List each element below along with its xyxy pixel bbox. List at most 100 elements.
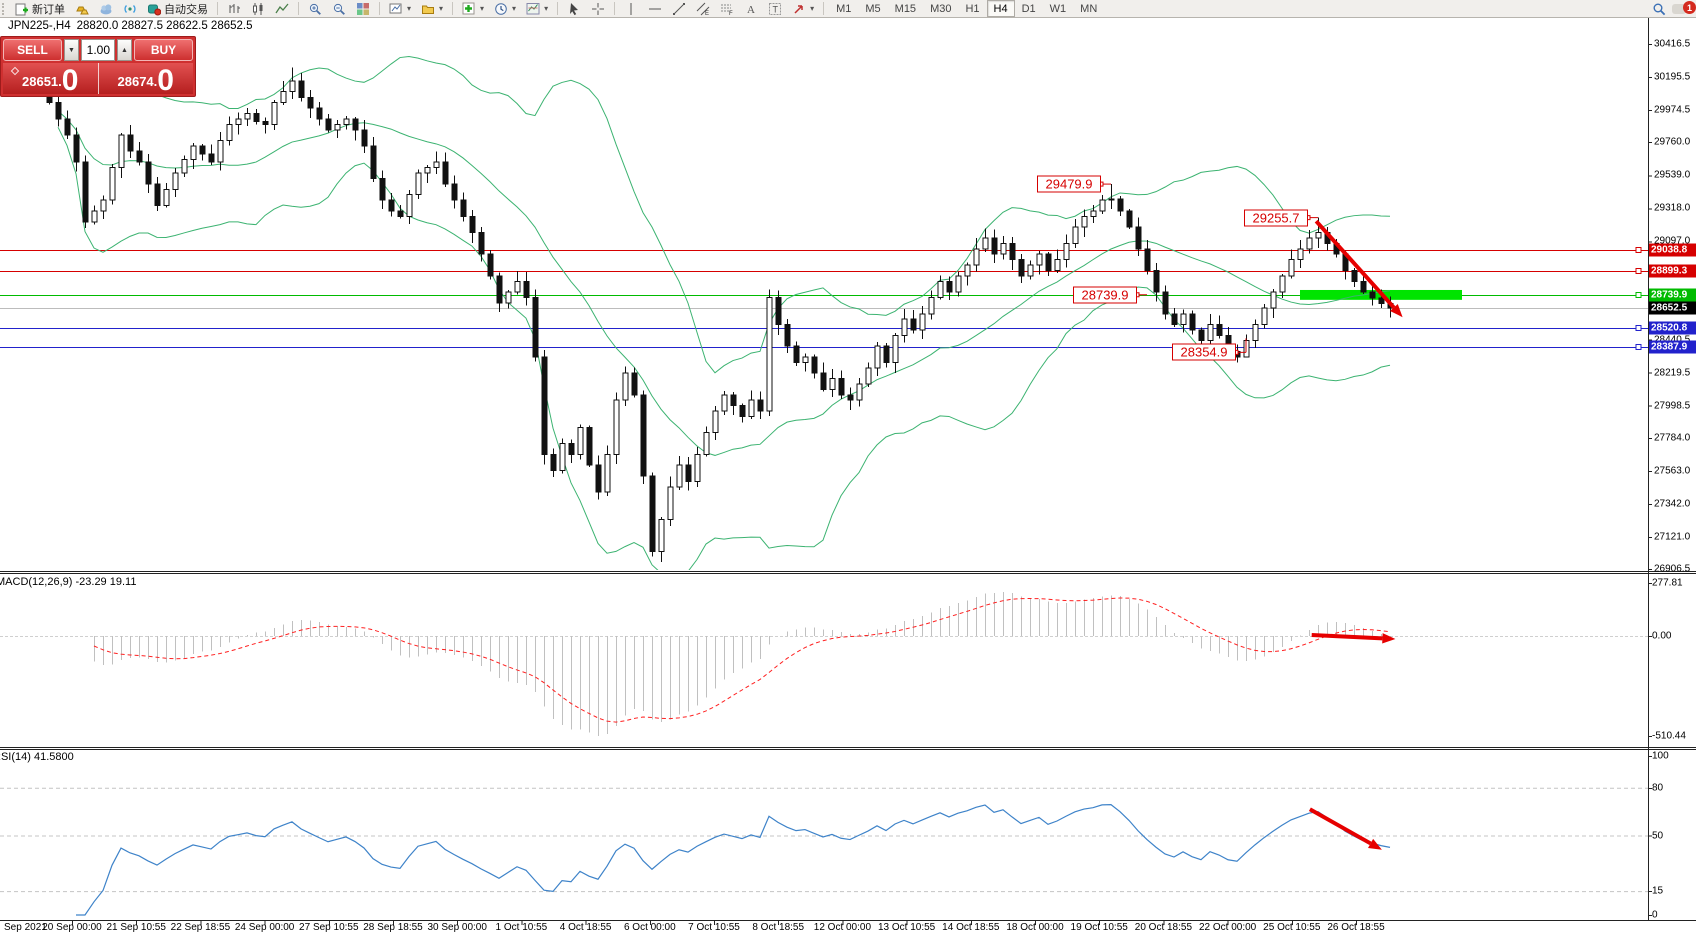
indicators-icon (462, 2, 476, 16)
timeframe-button-mn[interactable]: MN (1080, 2, 1098, 15)
toolbar-separator (298, 2, 299, 15)
line-handle[interactable] (1635, 268, 1642, 274)
price-axis-tick: 27121.0 (1654, 531, 1691, 543)
autotrading-label: 自动交易 (164, 3, 208, 16)
line-handle[interactable] (1635, 325, 1642, 331)
svg-text:E: E (705, 11, 709, 16)
rsi-axis-tick: 15 (1652, 885, 1664, 897)
signals-button[interactable] (119, 0, 141, 17)
sell-price[interactable]: 28651. 0 (3, 63, 99, 95)
zoom-out-button[interactable] (328, 0, 350, 17)
gold-button[interactable] (71, 0, 93, 17)
toolbar-grip (2, 2, 7, 15)
cursor-button[interactable] (563, 0, 585, 17)
toolbar-separator (823, 2, 825, 15)
price-callout[interactable]: 28739.9 (1073, 286, 1137, 304)
time-axis-tick: 8 Oct 18:55 (752, 922, 805, 933)
time-axis-tick: 20 Sep 00:00 (42, 922, 102, 933)
dropdown-caret-icon: ▾ (407, 4, 412, 13)
timeframe-button-m5[interactable]: M5 (865, 2, 881, 15)
search-button[interactable] (1648, 0, 1670, 17)
community-button[interactable] (95, 0, 117, 17)
rsi-line (76, 803, 1391, 916)
chart-candles-button[interactable] (247, 0, 269, 17)
macd-series (93, 591, 1391, 736)
buy-price[interactable]: 28674. 0 (99, 63, 194, 94)
equidistant-channel-button[interactable]: E (692, 0, 714, 17)
svg-text:T: T (773, 4, 779, 14)
timeframe-button-m30[interactable]: M30 (930, 2, 952, 15)
trend-arrow-macd-head (1382, 633, 1396, 644)
price-callout[interactable]: 29255.7 (1244, 209, 1308, 227)
periods-button[interactable]: ▾ (490, 0, 520, 17)
horizontal-line-button[interactable] (644, 0, 666, 17)
buy-button[interactable]: BUY (134, 39, 193, 61)
equidistant-channel-icon: E (696, 2, 710, 16)
fibonacci-button[interactable]: F (716, 0, 738, 17)
trendline-icon (672, 2, 686, 16)
trend-arrow-rsi[interactable] (1308, 807, 1372, 846)
profiles-button[interactable]: ▾ (417, 0, 447, 17)
crosshair-button[interactable] (587, 0, 609, 17)
trend-arrow-macd[interactable] (1311, 633, 1383, 641)
timeframe-button-h1[interactable]: H1 (965, 2, 980, 15)
tile-windows-icon (356, 2, 370, 16)
time-axis-tick: 22 Sep 18:55 (170, 922, 231, 933)
autotrading-button[interactable]: 自动交易 (143, 0, 212, 17)
zoom-in-button[interactable] (304, 0, 326, 17)
timeframe-button-w1[interactable]: W1 (1049, 2, 1067, 15)
diamond-icon (10, 66, 20, 76)
trend-arrow-rsi-head (1368, 838, 1382, 850)
indicators-button[interactable]: ▾ (458, 0, 488, 17)
new-order-icon (15, 2, 29, 16)
price-callout[interactable]: 28354.9 (1172, 343, 1236, 361)
templates-button[interactable]: ▾ (522, 0, 552, 17)
chart-bars-button[interactable] (223, 0, 245, 17)
timeframe-toolbar: M1 M5 M15 M30 H1 H4 D1 W1 MN (829, 0, 1104, 17)
horizontal-line-icon (648, 2, 662, 16)
line-handle[interactable] (1635, 292, 1642, 298)
text-button[interactable]: A (740, 0, 762, 17)
periods-icon (494, 2, 508, 16)
arrows-button[interactable]: ▾ (788, 0, 818, 17)
volume-decrease-button[interactable]: ▼ (64, 39, 79, 61)
time-axis-tick: 1 Oct 10:55 (495, 922, 548, 933)
toolbar-separator (379, 2, 380, 15)
price-level-badge: 28652.5 (1649, 301, 1696, 315)
new-chart-button[interactable]: ▾ (385, 0, 415, 17)
trendline-button[interactable] (668, 0, 690, 17)
chat-bubble-icon (1672, 4, 1686, 14)
tile-windows-button[interactable] (352, 0, 374, 17)
volume-increase-button[interactable]: ▲ (117, 39, 132, 61)
price-axis-tick: 27563.0 (1654, 465, 1691, 477)
timeframe-button-h4[interactable]: H4 (986, 0, 1015, 17)
new-order-label: 新订单 (32, 3, 65, 16)
ohlc-values: 28820.0 28827.5 28622.5 28652.5 (76, 20, 253, 32)
notification-button[interactable]: 1 (1672, 1, 1696, 16)
volume-input[interactable]: 1.00 (81, 39, 115, 61)
chart-line-button[interactable] (271, 0, 293, 17)
trend-arrow-main[interactable] (1314, 219, 1396, 309)
arrows-icon (792, 2, 806, 16)
price-axis-tick: 27784.0 (1654, 432, 1691, 444)
timeframe-button-m15[interactable]: M15 (894, 2, 917, 15)
templates-icon (526, 2, 540, 16)
text-icon: A (744, 2, 758, 16)
new-order-button[interactable]: 新订单 (11, 0, 69, 17)
sell-button[interactable]: SELL (3, 39, 62, 61)
line-handle[interactable] (1635, 344, 1642, 350)
time-axis-tick: 12 Oct 00:00 (813, 922, 872, 933)
line-handle[interactable] (1635, 247, 1642, 253)
price-axis-tick: 28440.5 (1654, 334, 1691, 346)
text-label-button[interactable]: T (764, 0, 786, 17)
timeframe-button-d1[interactable]: D1 (1021, 2, 1036, 15)
sell-price-main: 28651. (22, 74, 62, 89)
price-callout[interactable]: 29479.9 (1037, 175, 1101, 193)
vertical-line-button[interactable] (620, 0, 642, 17)
notification-count-badge: 1 (1683, 1, 1696, 14)
time-axis-tick: 25 Oct 10:55 (1263, 922, 1321, 933)
price-axis-tick: 27998.5 (1654, 400, 1691, 412)
timeframe-button-m1[interactable]: M1 (836, 2, 852, 15)
dropdown-caret-icon: ▾ (439, 4, 444, 13)
